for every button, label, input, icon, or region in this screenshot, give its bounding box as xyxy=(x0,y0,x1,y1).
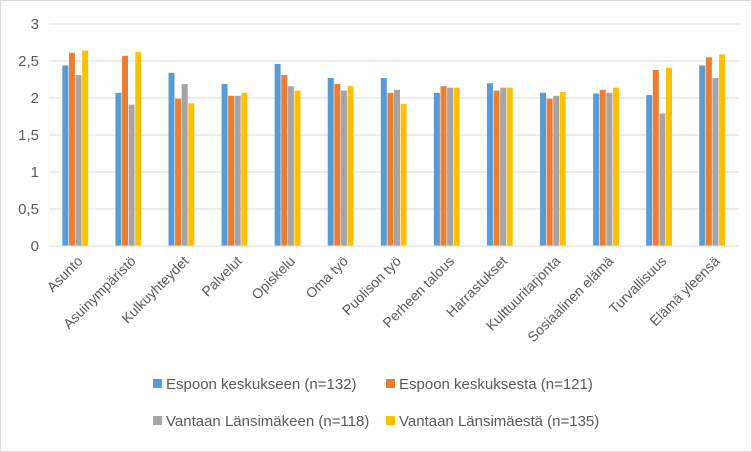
bar xyxy=(500,87,507,246)
x-tick-label: Oma työ xyxy=(302,253,351,302)
bar xyxy=(62,65,69,246)
bar xyxy=(334,83,341,246)
bar xyxy=(234,95,241,246)
bar xyxy=(646,95,653,246)
bar xyxy=(719,54,726,247)
bar xyxy=(281,75,288,246)
legend-swatch xyxy=(386,416,395,425)
bar xyxy=(486,83,493,246)
bar xyxy=(659,113,666,246)
bar xyxy=(128,104,135,246)
x-tick-label: Asunto xyxy=(44,253,86,295)
y-tick-label: 0,5 xyxy=(18,201,39,218)
bar xyxy=(168,72,175,246)
bar xyxy=(221,83,228,246)
bar xyxy=(699,65,706,246)
bar xyxy=(593,93,600,246)
bar xyxy=(447,87,454,246)
bar xyxy=(453,87,460,246)
bar xyxy=(612,87,619,246)
bar xyxy=(400,103,407,246)
bar xyxy=(546,98,553,247)
bar xyxy=(705,57,712,246)
bar xyxy=(394,89,400,246)
bar xyxy=(287,86,294,246)
bar xyxy=(712,78,719,247)
x-tick-label: Opiskelu xyxy=(248,253,298,303)
bar xyxy=(75,75,82,246)
bar xyxy=(493,90,500,246)
bar xyxy=(115,92,122,246)
legend-label: Espoon keskukseen (n=132) xyxy=(166,376,357,393)
bars xyxy=(62,50,726,247)
bar xyxy=(327,78,334,247)
bar xyxy=(506,87,513,246)
bar xyxy=(274,63,281,247)
legend-label: Vantaan Länsimäestä (n=135) xyxy=(399,413,599,430)
legend-item: Espoon keskuksesta (n=121) xyxy=(386,376,593,393)
bar xyxy=(606,92,613,246)
bar xyxy=(135,52,142,247)
x-tick-label: Palvelut xyxy=(198,253,245,300)
bar xyxy=(599,89,606,246)
bar xyxy=(433,92,440,246)
bar xyxy=(188,103,195,247)
legend-swatch xyxy=(153,379,162,388)
legend-label: Vantaan Länsimäkeen (n=118) xyxy=(166,413,369,430)
bar xyxy=(347,86,354,246)
bar xyxy=(440,86,447,246)
bar xyxy=(652,69,659,246)
bar xyxy=(175,98,182,247)
legend-swatch xyxy=(153,416,162,425)
bar xyxy=(181,83,188,246)
bar xyxy=(228,95,235,246)
bar xyxy=(553,95,560,246)
bar xyxy=(665,67,672,246)
y-tick-label: 3 xyxy=(31,16,39,33)
bar xyxy=(68,52,75,246)
legend-item: Espoon keskukseen (n=132) xyxy=(153,376,357,393)
y-tick-label: 0 xyxy=(31,238,39,255)
bar xyxy=(559,92,566,246)
legend-swatch xyxy=(386,379,395,388)
y-axis-ticks: 0 0,5 1 1,5 2 2,5 3 xyxy=(18,16,39,255)
y-tick-label: 1,5 xyxy=(18,127,39,144)
bar xyxy=(540,92,547,246)
y-tick-label: 2,5 xyxy=(18,53,39,70)
bar xyxy=(122,55,129,246)
legend-label: Espoon keskuksesta (n=121) xyxy=(399,376,593,393)
bar xyxy=(241,92,248,246)
bar xyxy=(340,90,347,246)
legend-item: Vantaan Länsimäestä (n=135) xyxy=(386,413,599,430)
y-tick-label: 1 xyxy=(31,164,39,181)
bar xyxy=(380,78,387,247)
legend-item: Vantaan Länsimäkeen (n=118) xyxy=(153,413,369,430)
bar xyxy=(387,92,394,246)
bar xyxy=(294,90,301,246)
legend: Espoon keskukseen (n=132) Espoon keskukse… xyxy=(153,376,599,430)
y-tick-label: 2 xyxy=(31,90,39,107)
bar xyxy=(82,50,89,246)
